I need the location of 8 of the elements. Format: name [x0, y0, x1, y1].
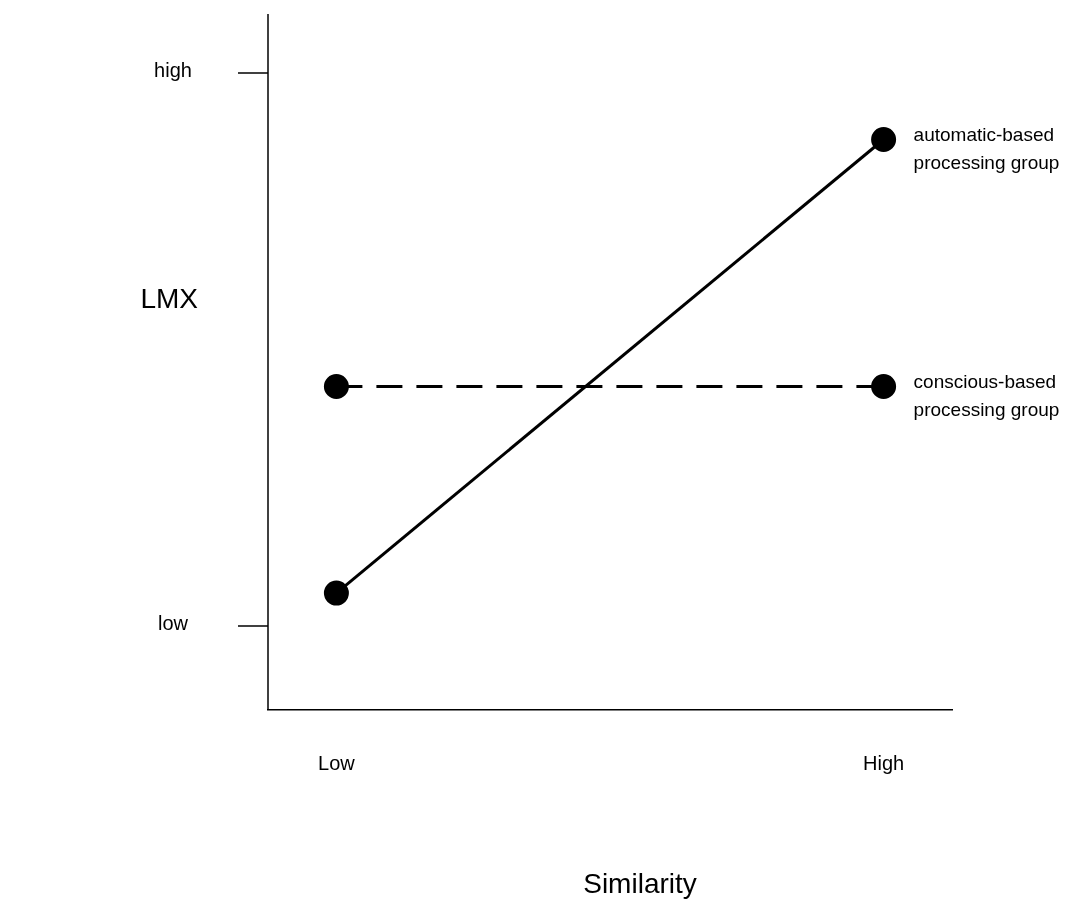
- x-tick-label: Low: [318, 751, 356, 774]
- x-tick-label: High: [863, 751, 905, 774]
- text: low: [157, 611, 189, 634]
- x-axis-title: Similarity: [583, 867, 697, 899]
- series-label: automatic-based processing group: [913, 123, 1060, 173]
- series-label: conscious-based processing group: [913, 370, 1060, 420]
- y-axis-title: LMX: [140, 282, 199, 314]
- text: high: [154, 58, 192, 81]
